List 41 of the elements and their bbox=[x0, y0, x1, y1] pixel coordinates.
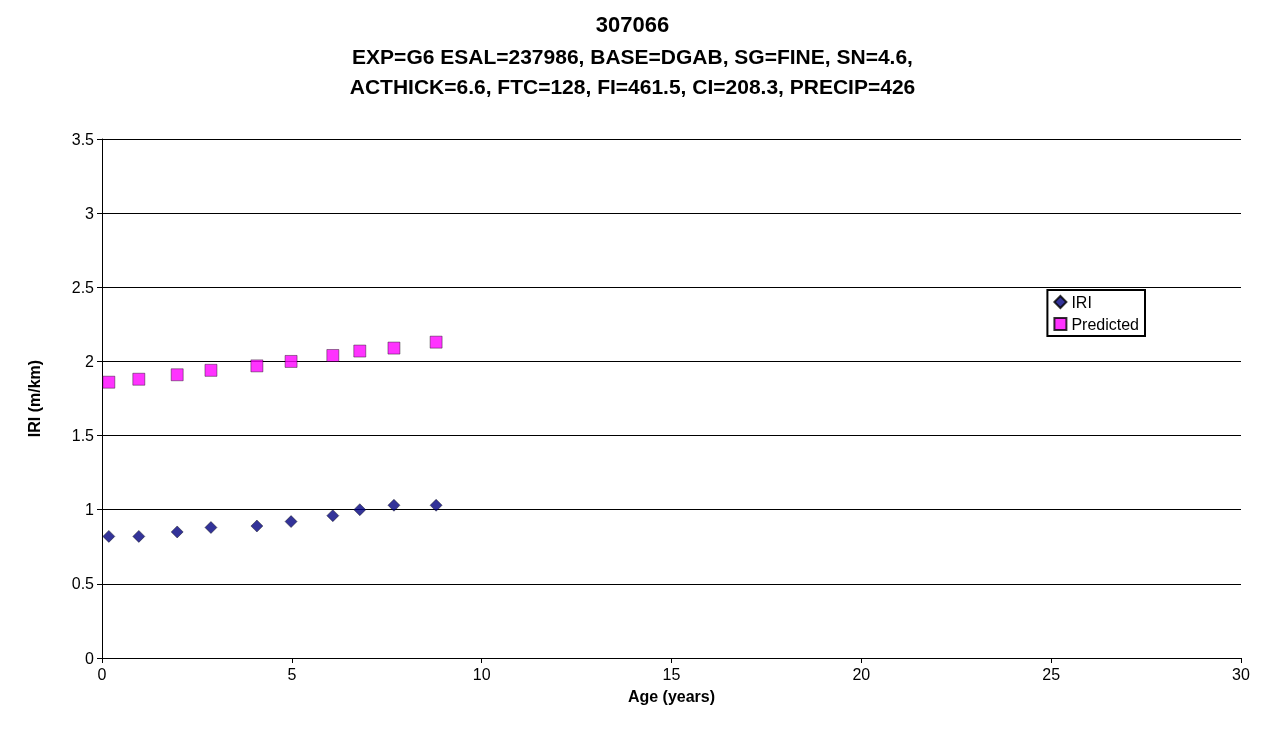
point bbox=[170, 368, 184, 382]
y-tick-label: 1 bbox=[85, 501, 95, 519]
y-tick-label: 2 bbox=[85, 352, 95, 370]
y-tick-label: 2.5 bbox=[71, 278, 95, 296]
point bbox=[250, 519, 264, 533]
point bbox=[353, 503, 367, 516]
chart-subtitle: EXP=G6 ESAL=237986, BASE=DGAB, SG=FINE, SN=4.6, ACTHICK=6.6, FTC=128, FI=461.5, CI=208.3, PRECIP=426 bbox=[349, 44, 916, 98]
point bbox=[284, 355, 298, 368]
point bbox=[102, 375, 116, 389]
y-tick-label: 3.5 bbox=[71, 130, 95, 148]
point bbox=[170, 525, 184, 539]
point bbox=[250, 359, 264, 373]
x-axis-title: Age (years) bbox=[627, 687, 716, 705]
point bbox=[353, 344, 367, 358]
point bbox=[204, 364, 218, 377]
y-tick-label: 1.5 bbox=[71, 427, 95, 445]
point bbox=[102, 530, 116, 543]
x-tick-label: 0 bbox=[97, 665, 107, 683]
point bbox=[204, 521, 218, 534]
point bbox=[132, 530, 146, 543]
x-tick-label: 10 bbox=[472, 665, 491, 683]
legend-label: IRI bbox=[1071, 293, 1092, 311]
y-axis-title: IRI (m/km) bbox=[25, 359, 43, 438]
y-tick-label: 3 bbox=[85, 204, 95, 222]
legend-label: Predicted bbox=[1071, 315, 1139, 333]
point bbox=[284, 515, 298, 528]
point bbox=[429, 335, 443, 349]
point bbox=[429, 499, 443, 512]
x-tick-label: 5 bbox=[287, 665, 297, 683]
chart-title: 307066 bbox=[595, 11, 670, 37]
y-tick-label: 0 bbox=[85, 649, 95, 667]
x-tick-label: 15 bbox=[662, 665, 681, 683]
point bbox=[326, 349, 340, 362]
x-tick-label: 20 bbox=[852, 665, 871, 683]
point bbox=[132, 372, 146, 386]
y-tick-label: 0.5 bbox=[71, 575, 95, 593]
point bbox=[387, 341, 401, 355]
x-tick-label: 25 bbox=[1042, 665, 1061, 683]
point bbox=[387, 499, 401, 512]
x-tick-label: 30 bbox=[1232, 665, 1250, 683]
point bbox=[326, 509, 340, 522]
